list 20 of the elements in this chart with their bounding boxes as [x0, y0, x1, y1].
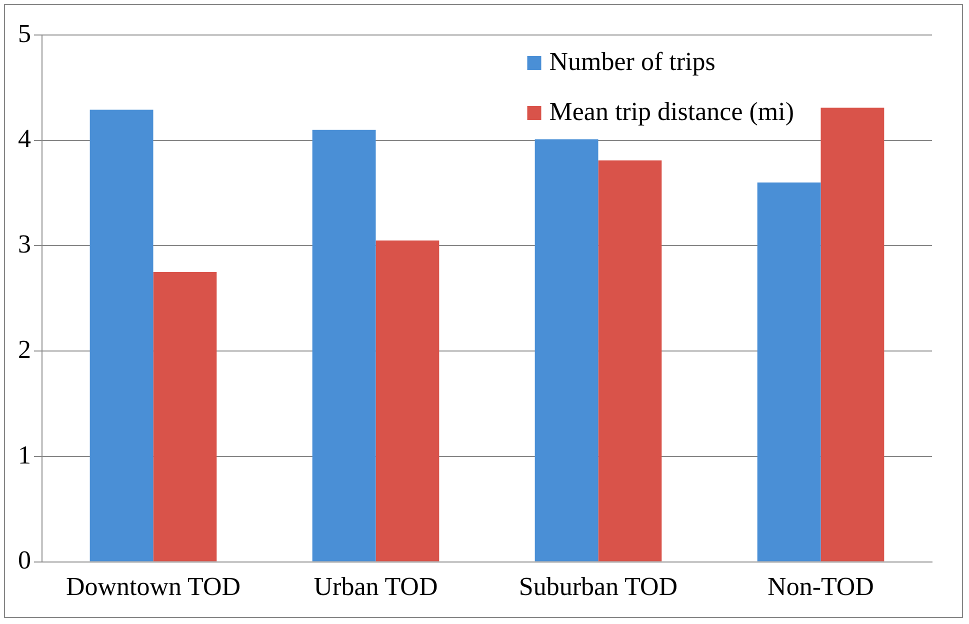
- y-tick-label: 2: [18, 334, 31, 364]
- legend-label: Mean trip distance (mi): [549, 96, 794, 126]
- x-tick-label: Suburban TOD: [518, 572, 678, 602]
- bar: [376, 240, 440, 562]
- y-tick-label: 5: [18, 18, 31, 48]
- bar: [534, 139, 598, 562]
- x-tick-label: Urban TOD: [314, 572, 438, 602]
- y-tick-label: 0: [18, 546, 31, 575]
- y-tick-label: 4: [18, 124, 31, 154]
- bar: [153, 272, 217, 562]
- y-tick-label: 1: [18, 440, 31, 470]
- x-tick-label: Non-TOD: [768, 572, 874, 602]
- x-tick-label: Downtown TOD: [66, 572, 241, 602]
- bar: [90, 110, 154, 562]
- bar: [598, 160, 662, 562]
- bar: [820, 108, 884, 562]
- legend-label: Number of trips: [549, 46, 716, 76]
- bar: [757, 182, 821, 562]
- y-tick-label: 3: [18, 230, 31, 259]
- bar: [312, 130, 376, 562]
